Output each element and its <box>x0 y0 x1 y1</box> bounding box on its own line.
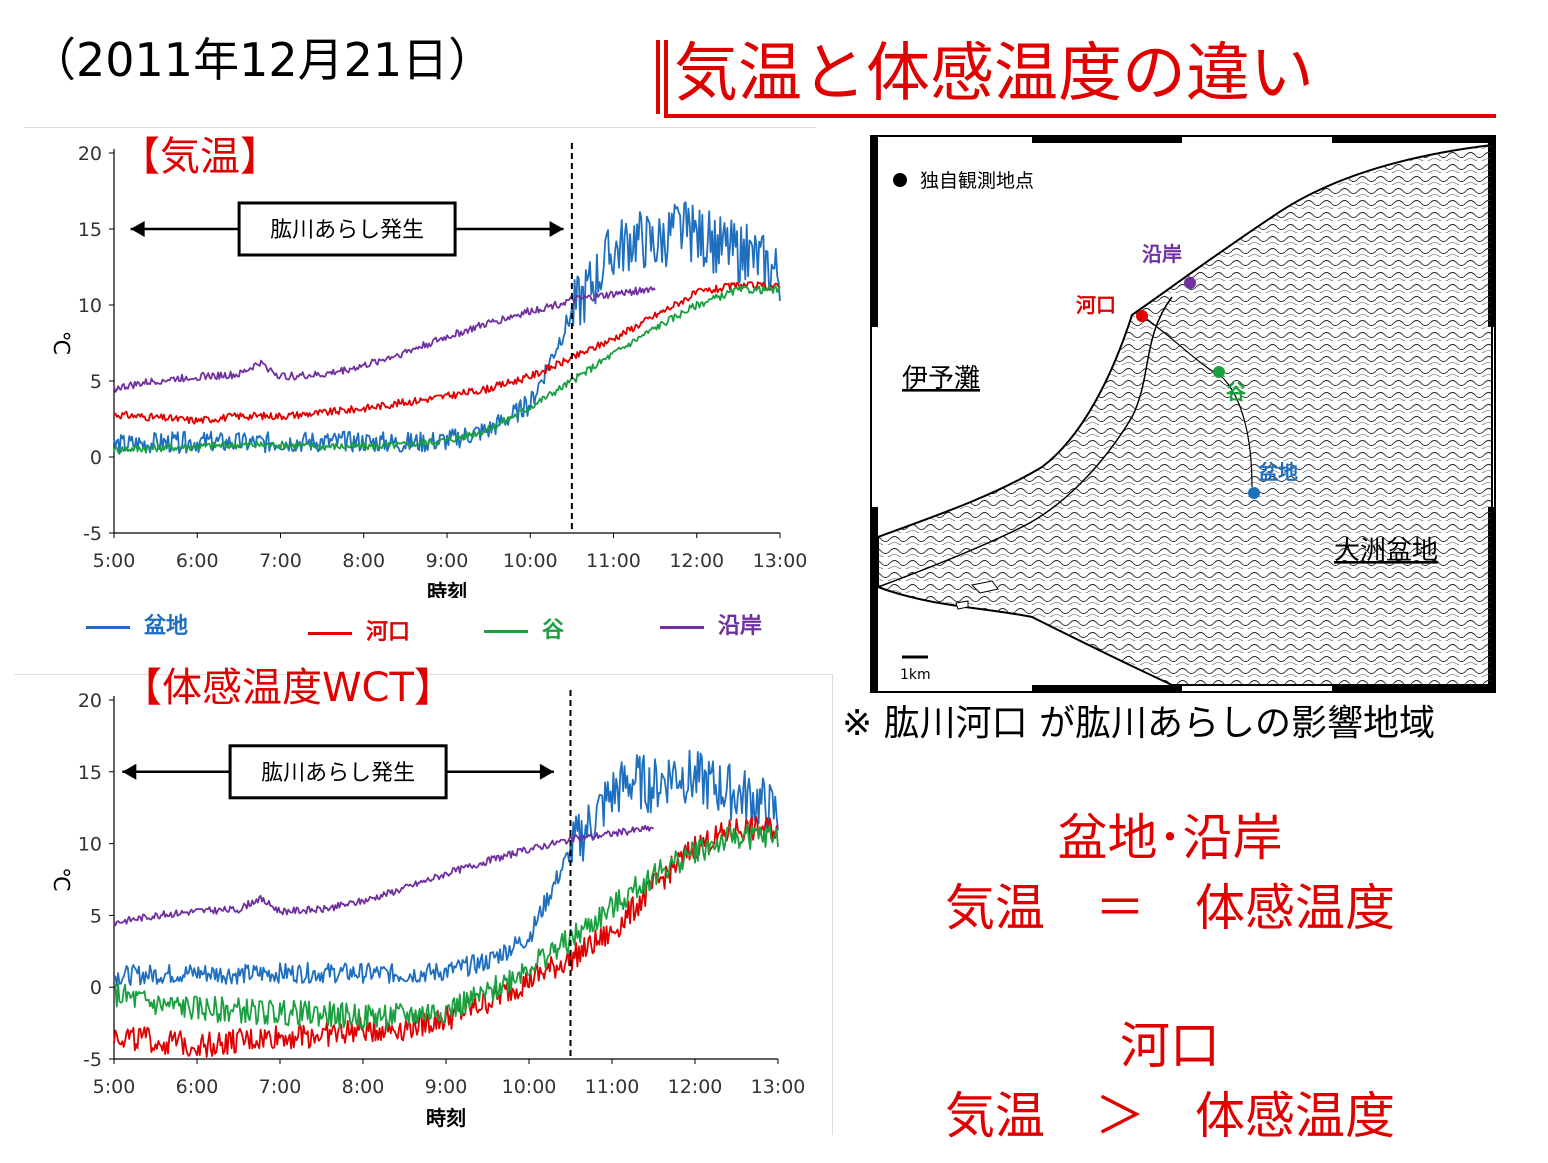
island <box>955 600 969 610</box>
map-label-valley: 谷 <box>1226 380 1247 404</box>
legend-label: 谷 <box>542 618 565 643</box>
x-tick-label: 9:00 <box>425 1076 468 1098</box>
map-label-basin-area: 大洲盆地 <box>1334 536 1438 566</box>
series-line <box>113 824 655 927</box>
title-accent-bar <box>664 40 668 114</box>
y-tick-label: 15 <box>78 219 102 241</box>
y-tick-label: -5 <box>83 523 102 545</box>
page-title: 気温と体感温度の違い <box>674 37 1314 111</box>
x-tick-label: 8:00 <box>342 1076 385 1098</box>
arrowhead-left <box>122 763 137 780</box>
annotation-box <box>228 744 448 800</box>
summary-group1-relation: 気温 ＝ 体感温度 <box>945 879 1395 937</box>
y-axis-label: ℃ <box>48 867 73 892</box>
legend-swatch <box>86 625 130 629</box>
legend-item-estuary: 河口 <box>308 614 410 646</box>
x-tick-label: 6:00 <box>176 1076 219 1098</box>
map-label-coast: 沿岸 <box>1142 242 1182 266</box>
series-line <box>113 201 781 455</box>
y-tick-label: 20 <box>78 690 102 712</box>
x-tick-label: 7:00 <box>259 550 302 572</box>
island <box>970 580 999 594</box>
y-tick-label: 5 <box>90 371 102 393</box>
map-point-basin <box>1248 487 1260 499</box>
map-caption: ※ 肱川河口 が肱川あらしの影響地域 <box>842 703 1436 744</box>
map-label-estuary: 河口 <box>1076 293 1116 317</box>
y-tick-label: 10 <box>78 834 102 856</box>
arrowhead-right <box>539 763 554 780</box>
series-line <box>113 285 781 454</box>
y-tick-label: 15 <box>78 762 102 784</box>
wct-chart-svg: -5 0 5 10 15 20 5:00 6:00 7:00 8:00 9:00 10:00 11:00… <box>48 690 806 1130</box>
coastline <box>877 296 1173 588</box>
x-tick-label: 13:00 <box>753 550 808 572</box>
x-tick-label: 6:00 <box>176 550 219 572</box>
observation-map: 独自観測地点 1km 沿岸 河口 谷 盆地 伊予灘 大洲盆地 <box>870 135 1496 693</box>
series-line <box>113 286 656 393</box>
x-tick-label: 12:00 <box>669 550 724 572</box>
title-block: 気温と体感温度の違い <box>656 36 1498 118</box>
annotation-label: 肱川あらし発生 <box>270 218 424 243</box>
arrowhead-right <box>549 221 564 237</box>
legend-item-basin: 盆地 <box>86 608 188 640</box>
legend-label: 河口 <box>366 620 411 645</box>
air-temp-chart: -5 0 5 10 15 20 5:00 6:00 7:00 8:00 9:00 10:00 11:00… <box>24 127 816 598</box>
y-tick-label: 10 <box>78 295 102 317</box>
series-line <box>113 281 781 425</box>
x-tick-label: 13:00 <box>751 1076 806 1098</box>
summary-group1-title: 盆地･沿岸 <box>1057 809 1283 867</box>
series-line <box>113 749 779 987</box>
title-underline <box>664 114 1496 118</box>
chart-legend: 盆地 河口 谷 沿岸 <box>80 600 800 645</box>
annotation-label: 肱川あらし発生 <box>261 761 415 786</box>
wct-panel-label: 【体感温度WCT】 <box>122 665 454 711</box>
x-tick-label: 5:00 <box>93 1076 136 1098</box>
x-tick-label: 5:00 <box>93 550 136 572</box>
x-tick-label: 10:00 <box>502 1076 557 1098</box>
wct-chart: -5 0 5 10 15 20 5:00 6:00 7:00 8:00 9:00 10:00 11:00… <box>14 674 833 1135</box>
x-axis-label: 時刻 <box>427 580 467 598</box>
annotation-box <box>237 201 457 257</box>
y-tick-label: -5 <box>83 1049 102 1071</box>
legend-swatch <box>308 631 352 635</box>
series-line <box>113 815 779 1058</box>
date-label: （2011年12月21日） <box>30 33 495 87</box>
map-point-valley <box>1213 366 1225 378</box>
legend-swatch <box>484 629 528 633</box>
y-tick-label: 0 <box>90 447 102 469</box>
x-tick-label: 7:00 <box>259 1076 302 1098</box>
map-label-sea: 伊予灘 <box>902 364 980 394</box>
title-accent-bar <box>656 40 660 114</box>
map-scale-label: 1km <box>900 667 931 683</box>
map-legend-dot <box>893 173 907 187</box>
x-tick-label: 12:00 <box>668 1076 723 1098</box>
map-point-coast <box>1184 277 1196 289</box>
legend-label: 盆地 <box>144 614 189 639</box>
x-tick-label: 9:00 <box>426 550 469 572</box>
x-tick-label: 11:00 <box>585 1076 640 1098</box>
map-point-estuary <box>1136 310 1148 322</box>
map-legend-label: 独自観測地点 <box>920 170 1034 192</box>
map-label-basin: 盆地 <box>1258 460 1298 484</box>
y-tick-label: 20 <box>78 143 102 165</box>
arrowhead-left <box>130 221 145 237</box>
y-tick-label: 0 <box>90 977 102 999</box>
x-tick-label: 10:00 <box>503 550 558 572</box>
x-axis-label: 時刻 <box>426 1106 466 1130</box>
y-tick-label: 5 <box>90 905 102 927</box>
land-area <box>877 143 1493 686</box>
legend-item-valley: 谷 <box>484 612 564 644</box>
x-tick-label: 8:00 <box>342 550 385 572</box>
y-axis-label: ℃ <box>48 331 73 356</box>
series-line <box>113 823 779 1030</box>
legend-item-coast: 沿岸 <box>660 608 762 640</box>
summary-group2-relation: 気温 ＞ 体感温度 <box>945 1087 1395 1145</box>
map-svg: 独自観測地点 1km 沿岸 河口 谷 盆地 伊予灘 大洲盆地 <box>872 137 1494 691</box>
air-temp-panel-label: 【気温】 <box>120 134 280 180</box>
x-tick-label: 11:00 <box>586 550 641 572</box>
air-temp-chart-svg: -5 0 5 10 15 20 5:00 6:00 7:00 8:00 9:00 10:00 11:00… <box>48 143 808 598</box>
summary-group2-title: 河口 <box>1120 1017 1220 1075</box>
legend-swatch <box>660 625 704 629</box>
legend-label: 沿岸 <box>718 614 763 639</box>
